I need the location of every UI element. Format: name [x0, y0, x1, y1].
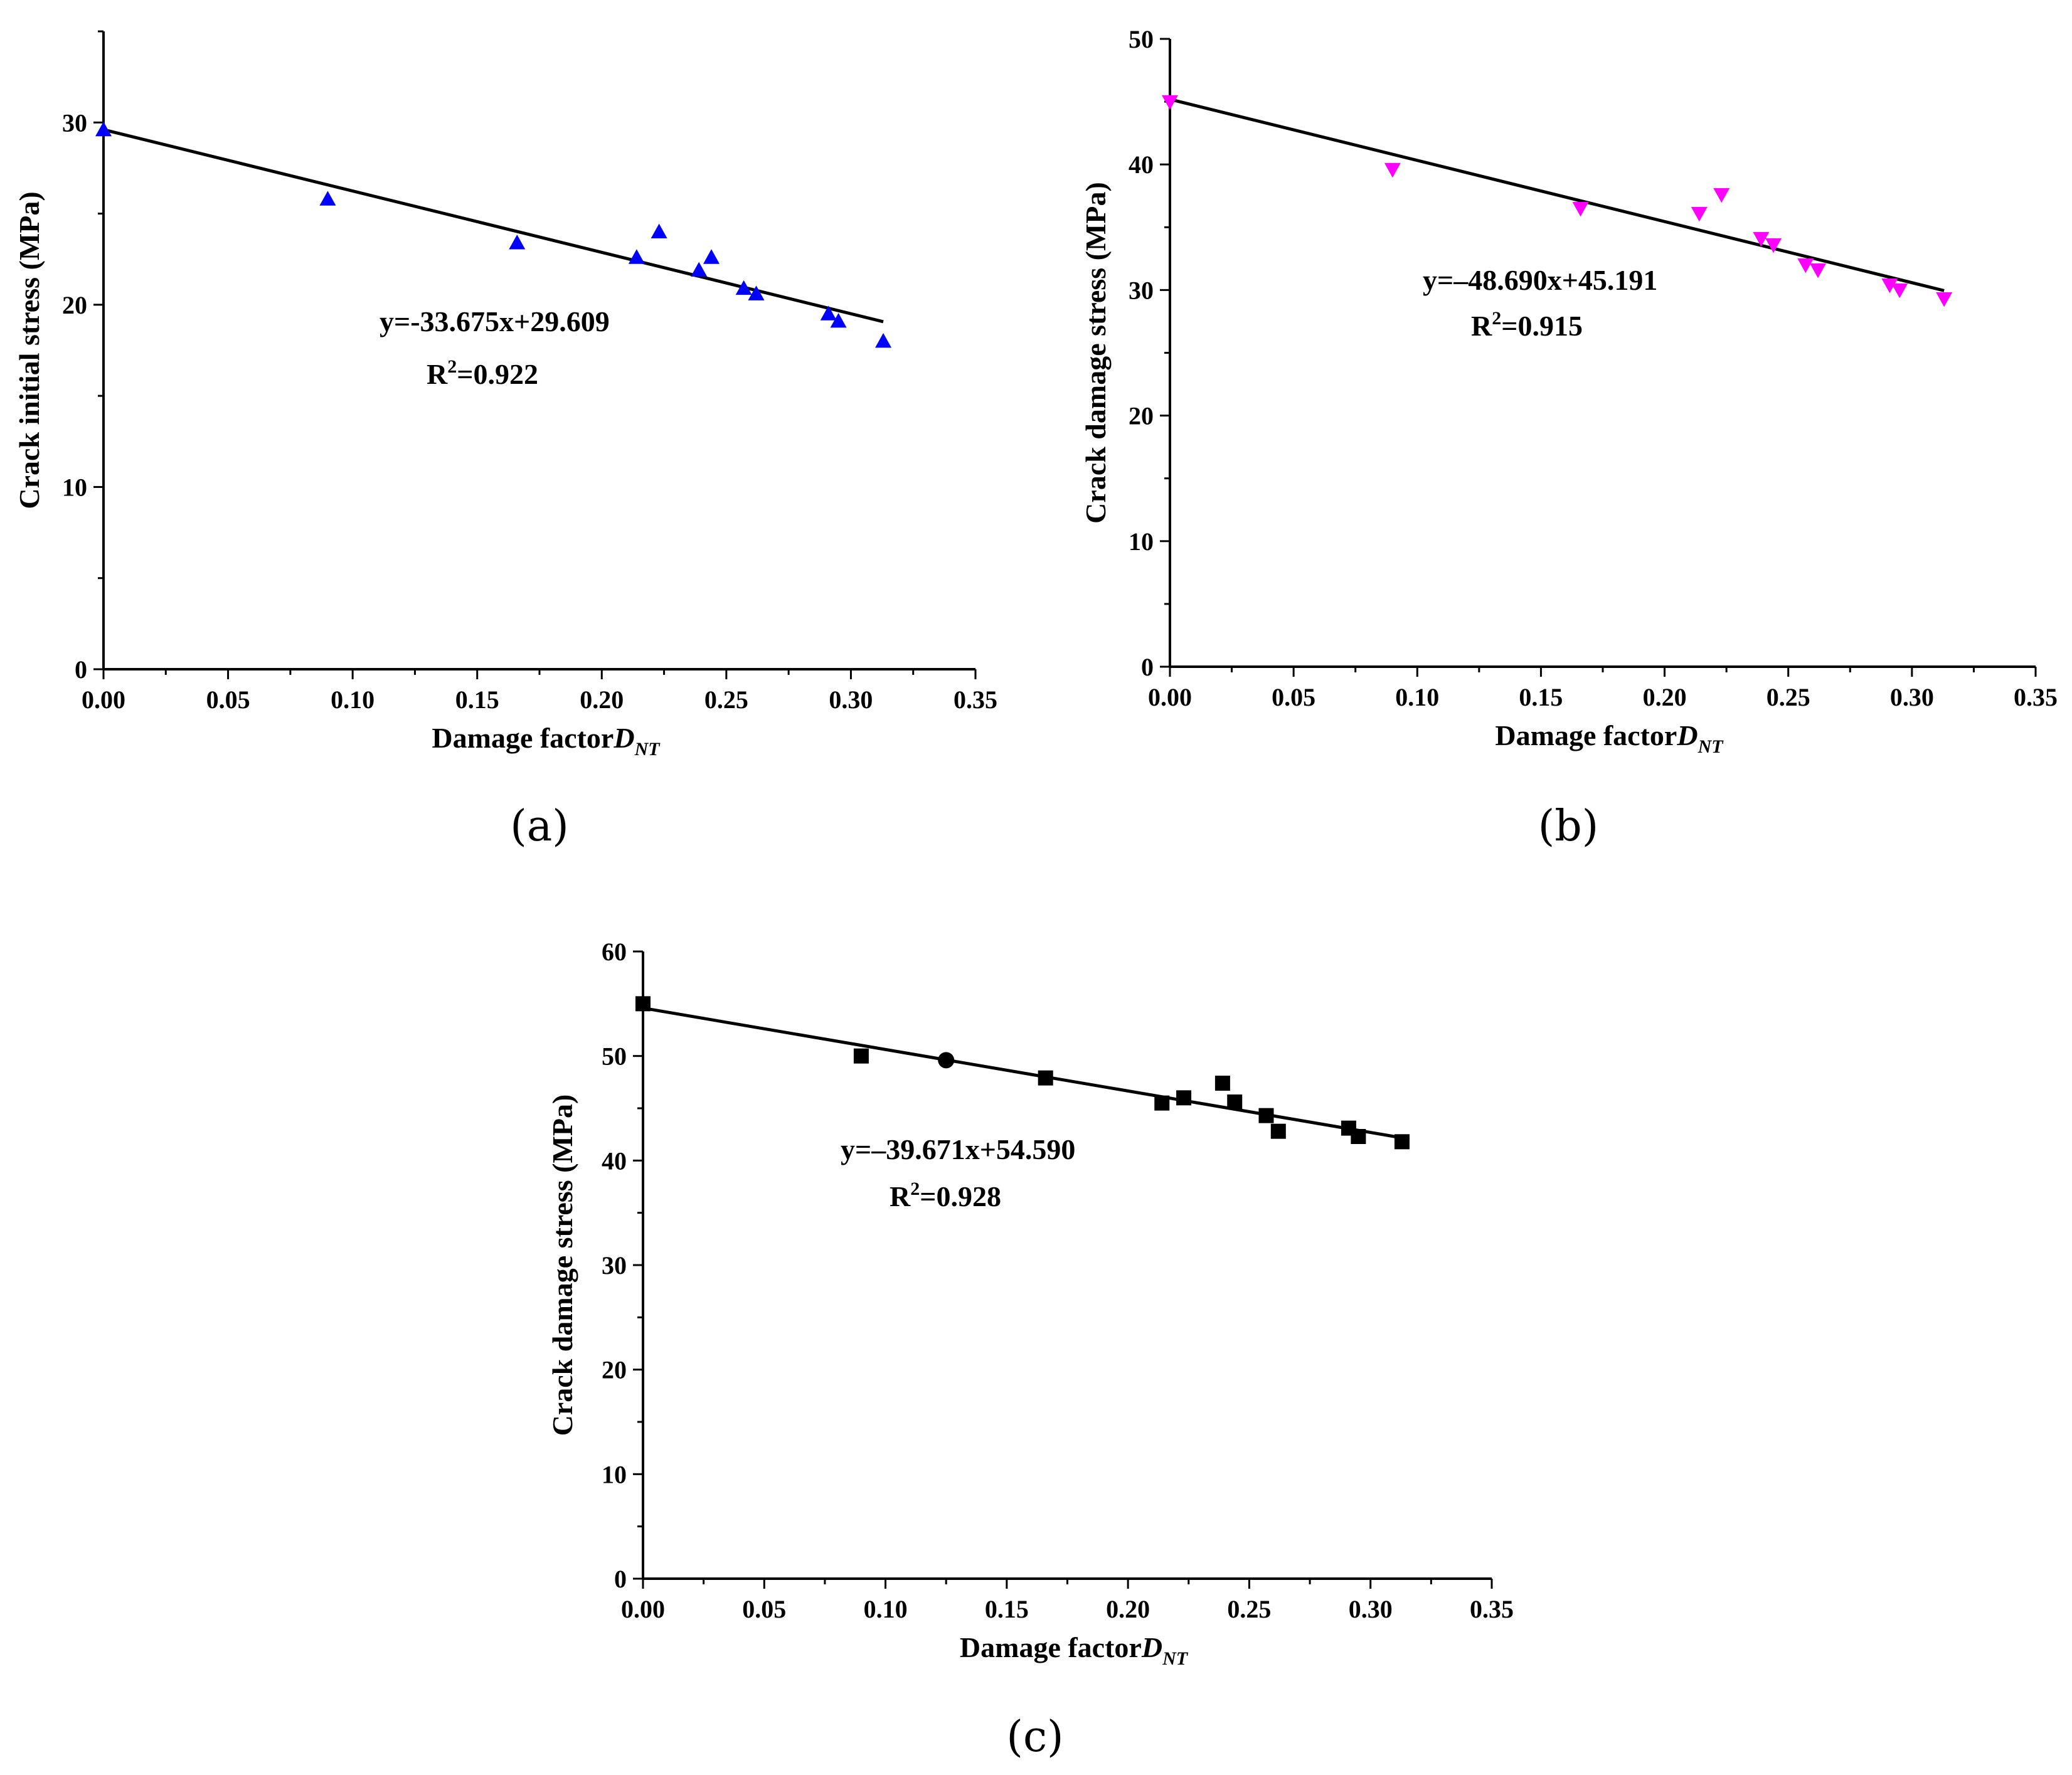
panel-c-y-axis-title: Crack damage stress (MPa) — [546, 1094, 578, 1436]
panel-c-data-point — [1227, 1094, 1243, 1110]
panel-c-fit-line — [642, 1006, 1403, 1140]
panel-a-data-point — [651, 223, 667, 239]
panel-c-x-tick-label: 0.35 — [1470, 1595, 1514, 1623]
panel-c-x-tick-label: 0.05 — [742, 1595, 786, 1623]
panel-b-x-tick-label: 0.00 — [1148, 683, 1192, 711]
panel-c-y-tick-label: 30 — [602, 1251, 627, 1280]
panel-c-x-tick-label: 0.15 — [985, 1595, 1029, 1623]
panel-a-x-tick-label: 0.15 — [455, 686, 499, 714]
panel-a-x-tick-label: 0.30 — [829, 686, 873, 714]
panel-b-fit-line — [1169, 97, 1945, 292]
panel-a: 0.00 0.05 0.10 0.15 0.20 0.25 0.30 0.35 0 10 20 30 D… — [13, 30, 997, 851]
panel-b-data-point — [1765, 238, 1782, 253]
panel-a-data-point — [691, 262, 708, 277]
panel-b-y-tick-label: 10 — [1129, 527, 1154, 556]
panel-b-y-tick-label: 30 — [1129, 276, 1154, 304]
panel-a-fit-equation: y=-33.675x+29.609 — [380, 305, 610, 337]
panel-c-y-tick-label: 50 — [602, 1042, 627, 1071]
panel-a-x-tick-label: 0.05 — [206, 686, 250, 714]
panel-a-data-point — [748, 285, 765, 300]
panel-a-label: (a) — [510, 802, 569, 851]
panel-c-data-point — [635, 996, 651, 1012]
panel-c-data-point — [1394, 1134, 1410, 1150]
panel-c-r-squared: R2=0.928 — [890, 1179, 1001, 1212]
panel-a-r-squared: R2=0.922 — [427, 356, 538, 390]
panel-b: 0.00 0.05 0.10 0.15 0.20 0.25 0.30 0.35 0 10 20 30 4… — [1080, 25, 2058, 851]
panel-b-x-tick-label: 0.10 — [1395, 683, 1439, 711]
panel-a-x-tick-label: 0.20 — [580, 686, 624, 714]
panel-c-data-point — [1176, 1090, 1192, 1106]
panel-a-y-tick-label: 10 — [62, 473, 87, 501]
panel-b-x-tick-label: 0.15 — [1519, 683, 1563, 711]
panel-a-y-tick-label: 30 — [62, 109, 87, 137]
panel-c-y-tick-label: 40 — [602, 1147, 627, 1175]
panel-b-y-tick-label: 50 — [1129, 25, 1154, 53]
panel-c-x-tick-label: 0.25 — [1227, 1595, 1271, 1623]
panel-c-y-tick-label: 10 — [602, 1460, 627, 1488]
panel-c-x-tick-label: 0.20 — [1106, 1595, 1150, 1623]
panel-a-y-axis-title: Crack initial stress (MPa) — [13, 191, 45, 509]
panel-c-label: (c) — [1006, 1712, 1063, 1762]
panel-b-data-point — [1810, 263, 1827, 278]
panel-b-y-axis-title: Crack damage stress (MPa) — [1080, 182, 1112, 524]
panel-a-data-point — [875, 332, 892, 348]
panel-a-data-point — [703, 249, 720, 264]
panel-b-r-squared: R2=0.915 — [1471, 308, 1583, 342]
panel-c-x-axis-title: Damage factorDNT — [960, 1631, 1189, 1669]
panel-a-x-tick-label: 0.10 — [331, 686, 375, 714]
panel-c-data-point — [1154, 1095, 1170, 1111]
panel-b-y-tick-label: 20 — [1129, 402, 1154, 430]
panel-b-y-tick-label: 0 — [1141, 653, 1154, 681]
panel-c: 0.00 0.05 0.10 0.15 0.20 0.25 0.30 0.35 0 10 20 30 4… — [546, 938, 1514, 1762]
panel-c-data-point — [938, 1052, 955, 1069]
panel-a-data-point — [509, 235, 526, 250]
panel-b-x-tick-label: 0.25 — [1767, 683, 1810, 711]
panel-b-data-point — [1936, 292, 1953, 307]
panel-a-y-tick-label: 0 — [75, 655, 87, 684]
panel-a-x-tick-label: 0.25 — [704, 686, 748, 714]
panel-c-x-tick-label: 0.00 — [621, 1595, 665, 1623]
panel-b-label: (b) — [1538, 802, 1599, 851]
panel-b-y-tick-label: 40 — [1129, 151, 1154, 179]
panel-c-data-point — [1258, 1108, 1274, 1123]
panel-c-x-tick-label: 0.10 — [864, 1595, 908, 1623]
panel-c-data-point — [1351, 1129, 1366, 1144]
panel-a-x-axis-title: Damage factorDNT — [432, 722, 661, 760]
panel-c-y-tick-label: 0 — [614, 1565, 627, 1593]
panel-c-data-point — [1038, 1070, 1053, 1086]
panel-a-x-tick-label: 0.35 — [954, 686, 997, 714]
panel-b-x-tick-label: 0.20 — [1643, 683, 1687, 711]
panel-a-data-point — [319, 191, 336, 206]
panel-c-fit-equation: y=–39.671x+54.590 — [841, 1133, 1075, 1165]
panel-a-x-tick-label: 0.00 — [82, 686, 125, 714]
panel-c-y-tick-label: 20 — [602, 1356, 627, 1384]
panel-b-data-point — [1797, 258, 1814, 273]
panel-a-data-point — [95, 121, 112, 137]
panel-a-fit-line — [103, 128, 884, 324]
panel-b-data-point — [1572, 201, 1589, 217]
panel-a-data-point — [830, 313, 847, 328]
panel-b-data-point — [1384, 162, 1401, 178]
panel-c-x-tick-label: 0.30 — [1349, 1595, 1393, 1623]
panel-b-data-point — [1891, 283, 1908, 299]
panel-c-data-point — [1270, 1123, 1286, 1139]
panel-b-x-tick-label: 0.05 — [1272, 683, 1315, 711]
panel-a-data-point — [735, 280, 752, 295]
panel-b-data-point — [1753, 231, 1770, 247]
panel-c-data-point — [1214, 1076, 1230, 1091]
panel-b-data-point — [1881, 278, 1898, 294]
panel-a-y-tick-label: 20 — [62, 291, 87, 319]
panel-c-data-point — [853, 1048, 869, 1064]
panel-b-data-point — [1713, 188, 1730, 203]
panel-b-data-point — [1162, 95, 1178, 110]
panel-b-x-axis-title: Damage factorDNT — [1495, 719, 1724, 757]
panel-b-x-tick-label: 0.30 — [1890, 683, 1934, 711]
panel-a-data-point — [628, 249, 645, 264]
panel-a-data-point — [820, 305, 837, 321]
panel-b-x-tick-label: 0.35 — [2014, 683, 2058, 711]
panel-b-data-point — [1691, 206, 1708, 222]
panel-b-fit-equation: y=–48.690x+45.191 — [1423, 264, 1657, 296]
panel-c-y-tick-label: 60 — [602, 938, 627, 966]
